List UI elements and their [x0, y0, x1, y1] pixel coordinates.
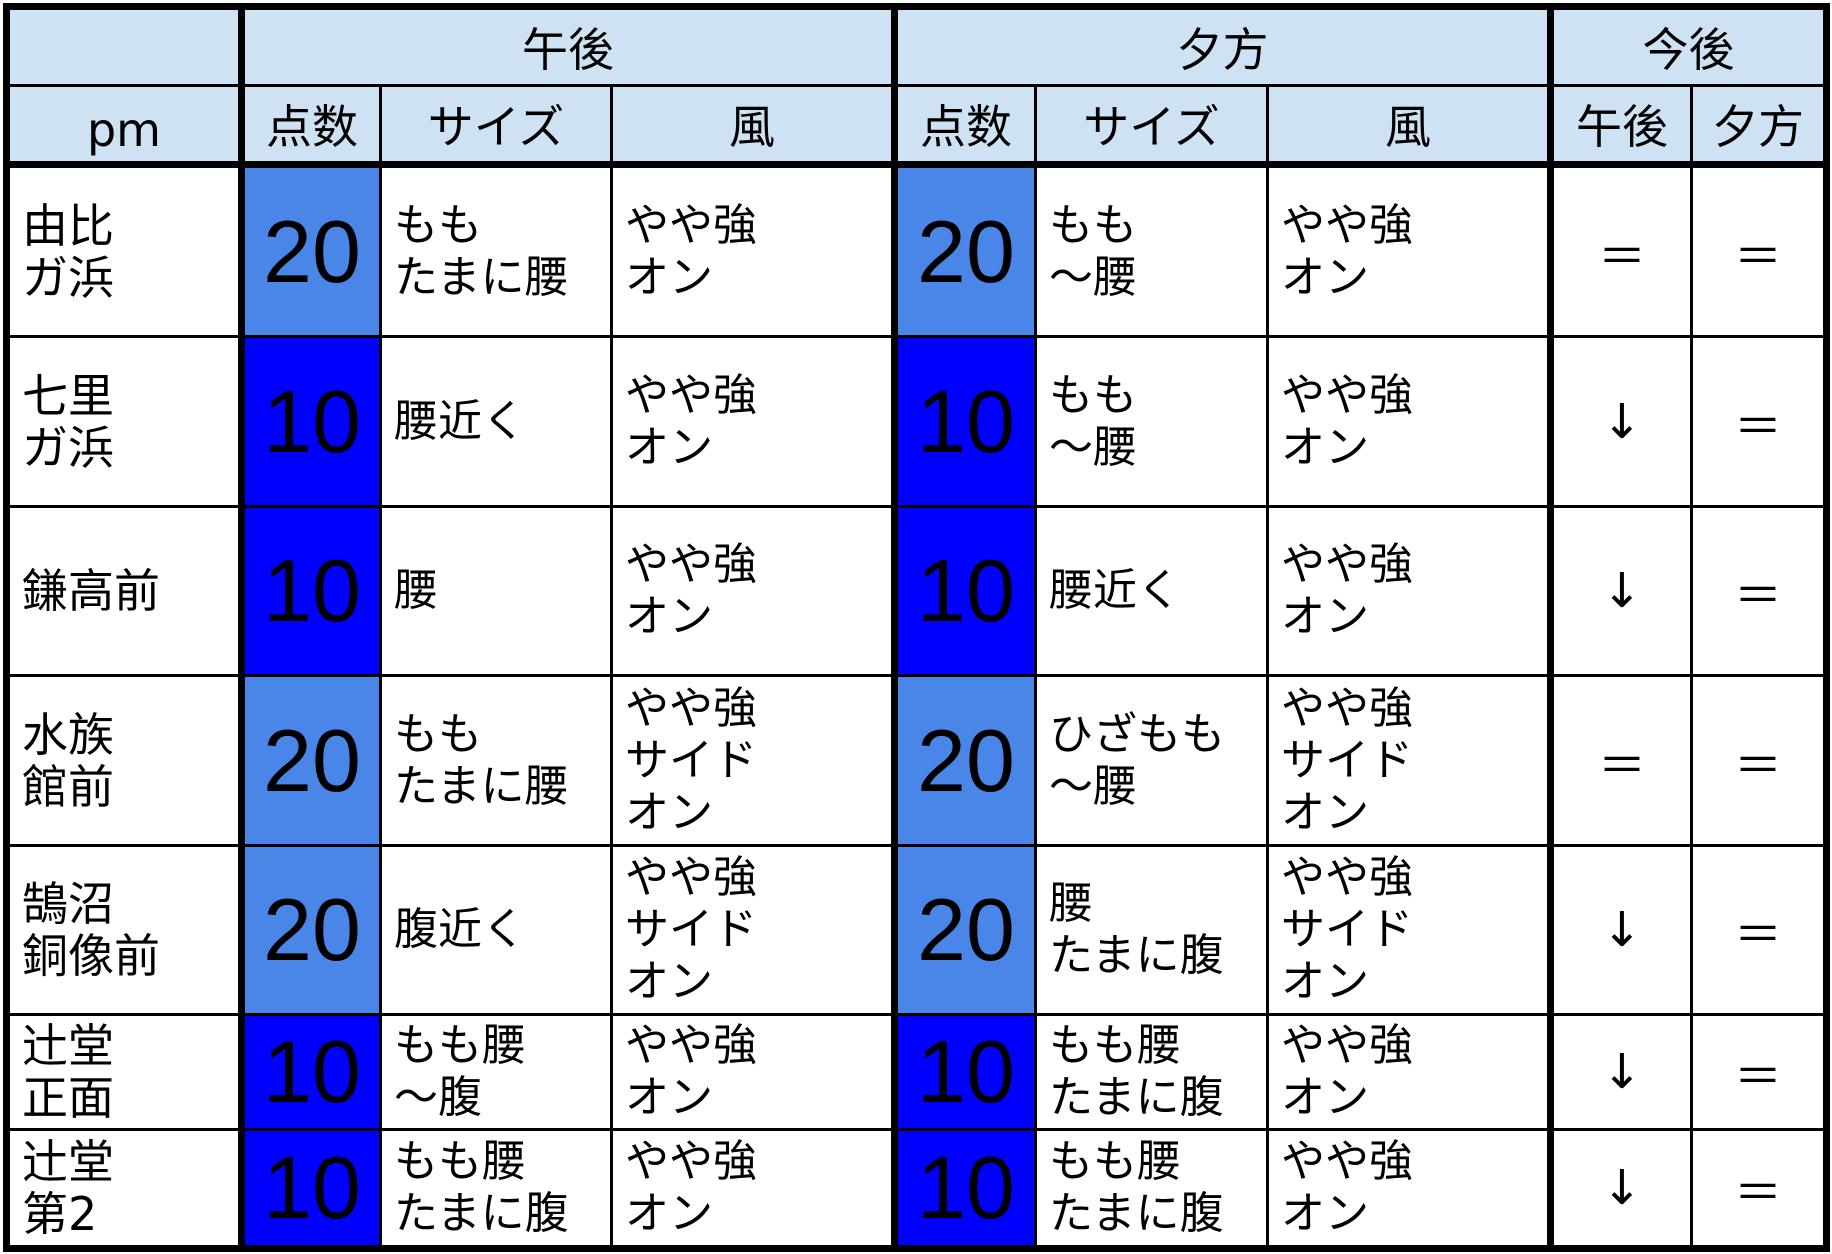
sub-header-row: pm 点数 サイズ 風 点数 サイズ 風 午後 夕方 [5, 84, 1828, 168]
ev-size-cell: もも腰 たまに腹 [1034, 1013, 1269, 1131]
pm-score-cell: 20 [238, 163, 382, 338]
pm-size-cell: 腰近く [379, 335, 613, 508]
ev-size-cell: もも ～腰 [1034, 163, 1269, 338]
outlook-pm-cell: ↓ [1547, 844, 1693, 1016]
pm-wind-cell: やや強 オン [610, 335, 896, 508]
ev-wind-cell: やや強 サイド オン [1266, 844, 1552, 1016]
ev-size-cell: 腰 たまに腹 [1034, 844, 1269, 1016]
corner-cell [5, 5, 243, 87]
pm-wind-cell: やや強 オン [610, 1013, 896, 1131]
pm-size-cell: もも たまに腰 [379, 674, 613, 847]
pm-size-cell: 腹近く [379, 844, 613, 1016]
ev-score-cell: 10 [891, 1128, 1037, 1250]
outlook-pm-cell: ↓ [1547, 335, 1693, 508]
col-outlook-pm: 午後 [1547, 84, 1693, 168]
outlook-pm-cell: ↓ [1547, 505, 1693, 677]
pm-size-cell: もも たまに腰 [379, 163, 613, 338]
ev-wind-cell: やや強 オン [1266, 1128, 1552, 1250]
ev-wind-cell: やや強 サイド オン [1266, 674, 1552, 847]
pm-size-cell: もも腰 ～腹 [379, 1013, 613, 1131]
table-row: 辻堂 正面 10 もも腰 ～腹 やや強 オン 10 もも腰 たまに腹 やや強 オン ↓ ＝ [5, 1013, 1828, 1131]
pm-wind-cell: やや強 オン [610, 163, 896, 338]
spot-name: 鵠沼 銅像前 [5, 844, 243, 1016]
outlook-pm-cell: ↓ [1547, 1013, 1693, 1131]
ev-size-cell: もも ～腰 [1034, 335, 1269, 508]
pm-score-cell: 20 [238, 674, 382, 847]
outlook-ev-cell: ＝ [1690, 163, 1828, 338]
table-row: 鎌高前 10 腰やや強 オン 10 腰近く やや強 オン ↓ ＝ [5, 505, 1828, 677]
ev-size-cell: 腰近く [1034, 505, 1269, 677]
ev-wind-cell: やや強 オン [1266, 1013, 1552, 1131]
group-header-row: 午後 夕方 今後 [5, 5, 1828, 87]
outlook-ev-cell: ＝ [1690, 674, 1828, 847]
pm-wind-cell: やや強 オン [610, 505, 896, 677]
spot-name: 辻堂 第2 [5, 1128, 243, 1250]
outlook-ev-cell: ＝ [1690, 505, 1828, 677]
pm-score-cell: 10 [238, 505, 382, 677]
outlook-ev-cell: ＝ [1690, 844, 1828, 1016]
col-ev-size: サイズ [1034, 84, 1269, 168]
ev-wind-cell: やや強 オン [1266, 335, 1552, 508]
pm-wind-cell: やや強 オン [610, 1128, 896, 1250]
table-row: 辻堂 第2 10 もも腰 たまに腹 やや強 オン 10 もも腰 たまに腹 やや強 オン ↓ ＝ [5, 1128, 1828, 1250]
table-row: 由比 ガ浜 20 もも たまに腰 やや強 オン 20 もも ～腰 やや強 オン＝＝ [5, 163, 1828, 338]
ev-score-cell: 10 [891, 335, 1037, 508]
outlook-pm-cell: ＝ [1547, 163, 1693, 338]
group-header-evening: 夕方 [891, 5, 1552, 87]
ev-size-cell: もも腰 たまに腹 [1034, 1128, 1269, 1250]
pm-wind-cell: やや強 サイド オン [610, 674, 896, 847]
pm-size-cell: 腰 [379, 505, 613, 677]
pm-score-cell: 10 [238, 335, 382, 508]
table-row: 七里 ガ浜 10 腰近く やや強 オン 10 もも ～腰 やや強 オン ↓ ＝ [5, 335, 1828, 508]
col-pm-score: 点数 [238, 84, 382, 168]
spot-name: 辻堂 正面 [5, 1013, 243, 1131]
ev-score-cell: 20 [891, 844, 1037, 1016]
pm-wind-cell: やや強 サイド オン [610, 844, 896, 1016]
ev-score-cell: 10 [891, 1013, 1037, 1131]
ev-size-cell: ひざもも ～腰 [1034, 674, 1269, 847]
ev-wind-cell: やや強 オン [1266, 163, 1552, 338]
outlook-ev-cell: ＝ [1690, 1013, 1828, 1131]
spot-name: 鎌高前 [5, 505, 243, 677]
ev-score-cell: 20 [891, 674, 1037, 847]
group-header-afternoon: 午後 [238, 5, 896, 87]
col-ev-wind: 風 [1266, 84, 1552, 168]
pm-score-cell: 10 [238, 1013, 382, 1131]
table-row: 水族 館前 20 もも たまに腰 やや強 サイド オン 20 ひざもも ～腰 やや強 サイド… [5, 674, 1828, 847]
corner-label: pm [5, 84, 243, 168]
ev-score-cell: 20 [891, 163, 1037, 338]
col-outlook-ev: 夕方 [1690, 84, 1828, 168]
col-pm-size: サイズ [379, 84, 613, 168]
pm-score-cell: 10 [238, 1128, 382, 1250]
col-ev-score: 点数 [891, 84, 1037, 168]
surf-forecast-table: 午後 夕方 今後 pm 点数 サイズ 風 点数 サイズ 風 午後 夕方 由比 ガ… [3, 3, 1830, 1252]
table-row: 鵠沼 銅像前 20 腹近く やや強 サイド オン 20 腰 たまに腹 やや強 サイド オン ↓… [5, 844, 1828, 1016]
spot-name: 由比 ガ浜 [5, 163, 243, 338]
group-header-outlook: 今後 [1547, 5, 1828, 87]
spot-name: 七里 ガ浜 [5, 335, 243, 508]
outlook-ev-cell: ＝ [1690, 335, 1828, 508]
outlook-pm-cell: ↓ [1547, 1128, 1693, 1250]
ev-score-cell: 10 [891, 505, 1037, 677]
col-pm-wind: 風 [610, 84, 896, 168]
pm-size-cell: もも腰 たまに腹 [379, 1128, 613, 1250]
spot-name: 水族 館前 [5, 674, 243, 847]
outlook-pm-cell: ＝ [1547, 674, 1693, 847]
ev-wind-cell: やや強 オン [1266, 505, 1552, 677]
outlook-ev-cell: ＝ [1690, 1128, 1828, 1250]
pm-score-cell: 20 [238, 844, 382, 1016]
